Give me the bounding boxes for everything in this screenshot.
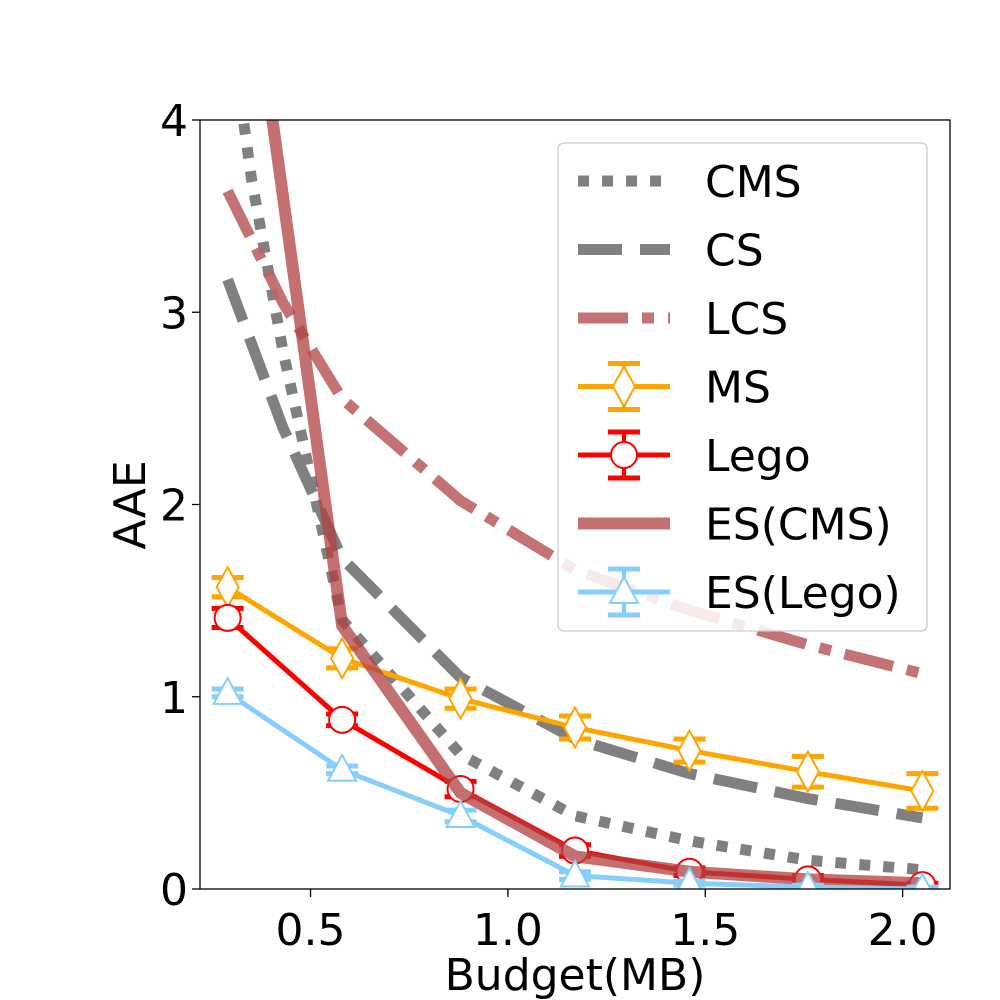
x-tick-label-0: 0.5	[276, 905, 346, 956]
legend-label-lego: Lego	[705, 431, 811, 482]
point-lego-0	[213, 603, 242, 632]
point-es-lego-5	[797, 869, 819, 889]
y-tick-label-3: 3	[160, 288, 188, 339]
legend-label-es-lego: ES(Lego)	[705, 568, 901, 619]
x-tick-label-2: 1.5	[670, 905, 740, 956]
legend-item-es-cms: ES(CMS)	[578, 500, 892, 551]
series-line-cms	[237, 120, 923, 876]
y-tick-label-0: 0	[160, 865, 188, 916]
point-es-lego-3	[559, 858, 591, 888]
series-cs	[222, 277, 924, 824]
point-es-lego-1	[326, 752, 358, 782]
point-ms-4	[677, 728, 702, 773]
legend-item-lcs: LCS	[578, 294, 788, 345]
series-line-cs	[222, 277, 924, 824]
legend-label-es-cms: ES(CMS)	[705, 500, 892, 551]
series-line-lcs	[222, 188, 924, 680]
point-es-lego-4	[677, 866, 702, 889]
y-tick-label-4: 4	[160, 96, 188, 147]
legend-label-lcs: LCS	[705, 294, 788, 345]
legend-label-ms: MS	[705, 363, 771, 414]
legend-marker-ms	[611, 364, 637, 409]
point-es-lego-6	[913, 871, 932, 889]
series-cms	[237, 120, 923, 876]
x-tick-label-1: 1.0	[473, 905, 543, 956]
legend-marker-es-lego	[608, 574, 640, 604]
x-axis-label: Budget(MB)	[445, 950, 706, 1000]
legend-label-cms: CMS	[705, 157, 802, 208]
point-ms-5	[795, 749, 821, 794]
y-tick-label-2: 2	[160, 481, 188, 532]
x-tick-label-3: 2.0	[868, 905, 938, 956]
y-axis-label: AAE	[105, 460, 156, 549]
legend-box	[557, 142, 928, 632]
y-tick-label-1: 1	[160, 673, 188, 724]
point-lego-1	[328, 705, 357, 734]
point-ms-1	[329, 636, 355, 681]
legend-item-cms: CMS	[578, 157, 802, 208]
point-es-lego-0	[211, 675, 244, 705]
point-ms-6	[910, 768, 935, 814]
point-ms-3	[562, 705, 588, 750]
legend-item-cs: CS	[578, 226, 764, 277]
point-ms-2	[448, 676, 473, 721]
legend-item-lego: Lego	[578, 429, 811, 482]
series-es-lego	[211, 675, 939, 889]
legend-label-cs: CS	[705, 226, 764, 277]
series-ms	[211, 565, 939, 814]
point-ms-0	[215, 565, 240, 610]
point-es-lego-2	[444, 798, 477, 828]
legend-item-es-lego: ES(Lego)	[578, 566, 901, 619]
legend-marker-lego	[610, 441, 638, 469]
series-lcs	[222, 188, 924, 680]
legend-item-ms: MS	[578, 361, 771, 414]
